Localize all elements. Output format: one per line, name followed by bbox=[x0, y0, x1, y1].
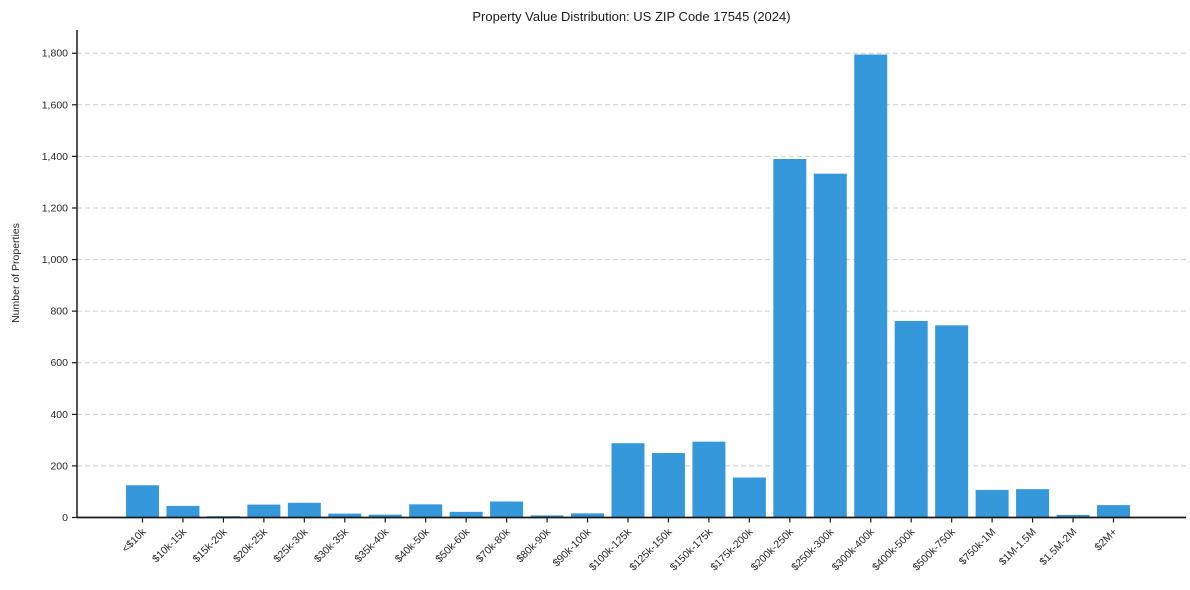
y-tick-label: 1,400 bbox=[42, 151, 68, 163]
bar bbox=[530, 515, 564, 518]
bar bbox=[490, 501, 524, 518]
x-tick-label: $50k-60k bbox=[433, 526, 473, 566]
bar bbox=[247, 504, 281, 518]
bar bbox=[732, 477, 766, 518]
bar bbox=[1056, 514, 1090, 518]
bar bbox=[1096, 505, 1130, 518]
x-tick-label: $25k-30k bbox=[271, 526, 311, 566]
bar bbox=[611, 443, 645, 518]
x-tick-label: $1M-1.5M bbox=[997, 526, 1039, 568]
y-tick-label: 0 bbox=[62, 512, 68, 524]
x-tick-label: $10k-15k bbox=[150, 526, 190, 566]
y-tick-label: 1,800 bbox=[42, 48, 68, 60]
x-tick-label: <$10k bbox=[120, 526, 149, 555]
bar bbox=[1016, 489, 1050, 518]
bar bbox=[854, 54, 888, 518]
x-tick-label: $1.5M-2M bbox=[1037, 526, 1079, 568]
x-tick-label: $2M+ bbox=[1092, 526, 1119, 553]
y-tick-label: 400 bbox=[50, 409, 68, 421]
bar bbox=[975, 489, 1009, 518]
x-tick-label: $80k-90k bbox=[514, 526, 554, 566]
x-tick-label: $70k-80k bbox=[474, 526, 514, 566]
chart-title: Property Value Distribution: US ZIP Code… bbox=[472, 9, 791, 24]
bar bbox=[328, 513, 362, 518]
bar bbox=[894, 320, 928, 518]
x-tick-label: $35k-40k bbox=[352, 526, 392, 566]
x-tick-label: $20k-25k bbox=[231, 526, 271, 566]
bar bbox=[651, 453, 685, 518]
bar bbox=[773, 158, 807, 518]
bar bbox=[409, 504, 443, 518]
y-tick-label: 800 bbox=[50, 306, 68, 318]
x-tick-label: $15k-20k bbox=[191, 526, 231, 566]
y-tick-label: 600 bbox=[50, 357, 68, 369]
y-tick-label: 1,600 bbox=[42, 99, 68, 111]
bar bbox=[813, 173, 847, 518]
x-tick-label: $750k-1M bbox=[957, 526, 999, 568]
bar bbox=[126, 485, 159, 518]
bar bbox=[571, 513, 605, 518]
bar bbox=[287, 502, 321, 518]
bar bbox=[368, 514, 402, 518]
y-tick-label: 1,000 bbox=[42, 254, 68, 266]
bar bbox=[692, 441, 726, 518]
bar bbox=[449, 511, 483, 518]
y-tick-label: 1,200 bbox=[42, 202, 68, 214]
bar bbox=[166, 505, 200, 518]
x-tick-label: $500k-750k bbox=[910, 526, 958, 574]
x-tick-label: $30k-35k bbox=[312, 526, 352, 566]
bar bbox=[935, 325, 969, 518]
x-tick-label: $40k-50k bbox=[393, 526, 433, 566]
y-tick-label: 200 bbox=[50, 460, 68, 472]
